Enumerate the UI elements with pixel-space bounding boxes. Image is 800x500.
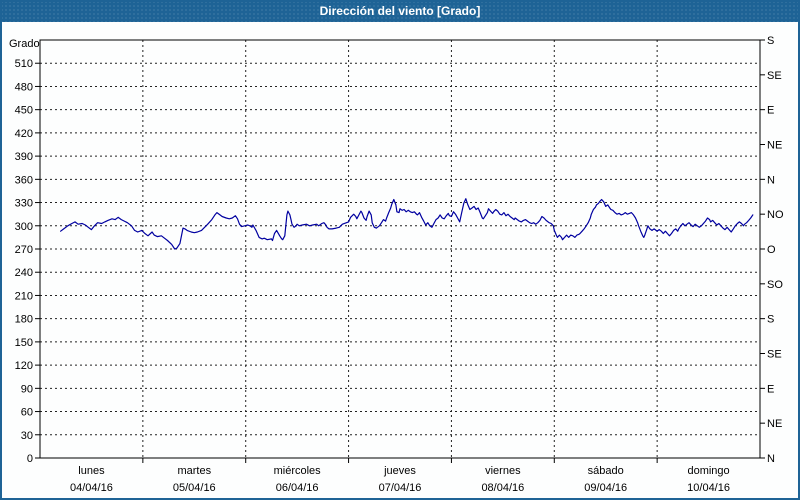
compass-label: N <box>767 453 775 465</box>
y-tick-label: 480 <box>15 81 33 93</box>
x-date-label: 10/04/16 <box>687 482 730 494</box>
y-tick-label: 270 <box>15 244 33 256</box>
y-tick-label: 450 <box>15 105 33 117</box>
y-tick-label: 30 <box>21 430 33 442</box>
y-tick-label: 120 <box>15 360 33 372</box>
x-date-label: 08/04/16 <box>481 482 524 494</box>
y-tick-label: 90 <box>21 383 33 395</box>
y-tick-label: 330 <box>15 198 33 210</box>
x-date-label: 09/04/16 <box>584 482 627 494</box>
compass-label: NE <box>767 140 782 152</box>
y-tick-label: 60 <box>21 407 33 419</box>
compass-label: SE <box>767 70 782 82</box>
y-axis-unit-label: Grado <box>9 38 40 50</box>
wind-direction-line <box>59 198 754 250</box>
x-day-label: sábado <box>588 465 624 477</box>
x-day-label: lunes <box>78 465 105 477</box>
compass-label: NO <box>767 209 784 221</box>
y-tick-label: 510 <box>15 58 33 70</box>
compass-label: SE <box>767 349 782 361</box>
y-tick-label: 300 <box>15 221 33 233</box>
compass-label: NE <box>767 418 782 430</box>
y-tick-label: 420 <box>15 128 33 140</box>
x-day-label: jueves <box>383 465 416 477</box>
y-tick-label: 360 <box>15 174 33 186</box>
x-day-label: miércoles <box>274 465 322 477</box>
x-date-label: 07/04/16 <box>379 482 422 494</box>
x-date-label: 05/04/16 <box>173 482 216 494</box>
compass-label: S <box>767 35 774 47</box>
x-day-label: martes <box>177 465 211 477</box>
y-tick-label: 180 <box>15 314 33 326</box>
title-bar: Dirección del viento [Grado] <box>2 2 798 22</box>
compass-label: E <box>767 105 774 117</box>
y-tick-label: 390 <box>15 151 33 163</box>
x-date-label: 04/04/16 <box>70 482 113 494</box>
x-day-label: viernes <box>485 465 521 477</box>
y-tick-label: 240 <box>15 267 33 279</box>
y-tick-label: 150 <box>15 337 33 349</box>
y-tick-label: 0 <box>27 453 33 465</box>
x-date-label: 06/04/16 <box>276 482 319 494</box>
window-title: Dirección del viento [Grado] <box>319 4 481 18</box>
compass-label: N <box>767 174 775 186</box>
x-day-label: domingo <box>687 465 729 477</box>
compass-label: SO <box>767 279 783 291</box>
y-tick-label: 210 <box>15 290 33 302</box>
compass-label: O <box>767 244 776 256</box>
compass-label: S <box>767 314 774 326</box>
compass-label: E <box>767 383 774 395</box>
